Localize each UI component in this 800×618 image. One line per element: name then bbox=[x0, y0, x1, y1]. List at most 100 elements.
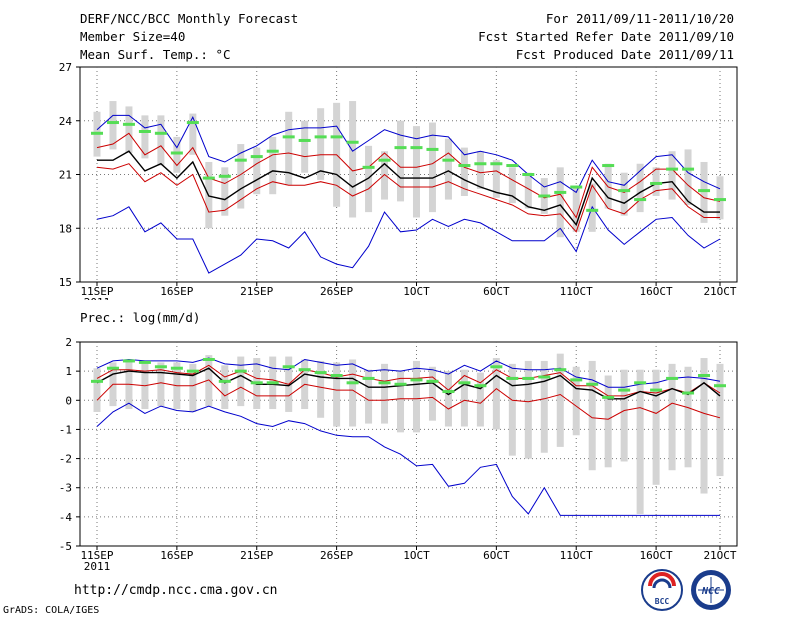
observed-marker bbox=[490, 365, 503, 369]
plot-frame bbox=[79, 341, 738, 547]
x-tick-label: 26SEP bbox=[320, 549, 353, 562]
observed-marker bbox=[378, 158, 391, 162]
bcc-logo: BCC bbox=[641, 569, 683, 611]
spread-bar bbox=[524, 360, 532, 459]
observed-marker bbox=[698, 189, 711, 193]
observed-marker bbox=[682, 391, 695, 395]
y-tick-label: 0 bbox=[65, 394, 72, 407]
observed-marker bbox=[666, 376, 679, 380]
spread-bar bbox=[349, 359, 357, 427]
spread-bar bbox=[317, 108, 325, 180]
x-tick-label: 21SEP bbox=[240, 549, 273, 562]
x-tick-label: 1OCT bbox=[403, 549, 430, 562]
spread-bar bbox=[125, 360, 133, 410]
observed-marker bbox=[666, 167, 679, 171]
series-line-upper bbox=[96, 132, 721, 219]
spread-bar bbox=[524, 172, 532, 209]
x-tick-label: 11OCT bbox=[560, 285, 593, 298]
observed-marker bbox=[506, 164, 519, 168]
spread-bar bbox=[572, 366, 580, 436]
y-tick-label: 2 bbox=[65, 336, 72, 349]
grads-credit: GrADS: COLA/IGES bbox=[3, 605, 100, 616]
variable-label: Mean Surf. Temp.: °C bbox=[80, 47, 231, 62]
observed-marker bbox=[522, 173, 535, 176]
x-tick-label: 11OCT bbox=[560, 549, 593, 562]
observed-marker bbox=[298, 368, 311, 372]
source-url[interactable]: http://cmdp.ncc.cma.gov.cn bbox=[74, 583, 278, 598]
spread-bar bbox=[125, 106, 133, 153]
series-line-min bbox=[96, 205, 721, 274]
spread-bar bbox=[157, 362, 165, 407]
observed-marker bbox=[714, 198, 726, 202]
observed-marker bbox=[634, 198, 647, 202]
observed-marker bbox=[394, 146, 407, 150]
observed-marker bbox=[506, 376, 519, 380]
spread-bar bbox=[588, 360, 596, 471]
spread-bar bbox=[716, 176, 724, 220]
observed-marker bbox=[362, 165, 375, 169]
spread-bar bbox=[476, 372, 484, 427]
y-tick-label: 24 bbox=[59, 115, 73, 128]
observed-marker bbox=[474, 384, 487, 388]
spread-bar bbox=[397, 120, 405, 202]
y-tick-label: -2 bbox=[59, 453, 72, 466]
series-line-upper bbox=[96, 364, 721, 397]
observed-marker bbox=[314, 371, 327, 375]
observed-marker bbox=[650, 388, 663, 392]
observed-marker bbox=[618, 388, 631, 392]
spread-bar bbox=[716, 363, 724, 477]
observed-marker bbox=[538, 375, 551, 379]
observed-marker bbox=[298, 138, 311, 142]
spread-bar bbox=[684, 366, 692, 468]
observed-marker bbox=[362, 376, 375, 380]
spread-bar bbox=[428, 366, 436, 421]
observed-marker bbox=[122, 122, 135, 126]
spread-bar bbox=[492, 160, 500, 198]
forecast-start-date: Fcst Started Refer Date 2011/09/10 bbox=[478, 29, 734, 44]
observed-marker bbox=[218, 379, 231, 383]
spread-bar bbox=[285, 111, 293, 186]
observed-marker bbox=[570, 185, 583, 189]
observed-marker bbox=[202, 357, 215, 361]
observed-marker bbox=[186, 369, 199, 373]
x-tick-label: 16OCT bbox=[640, 285, 673, 298]
spread-bar bbox=[540, 360, 548, 453]
spread-bar bbox=[189, 363, 197, 412]
observed-marker bbox=[202, 176, 215, 180]
spread-bar bbox=[556, 167, 564, 238]
observed-marker bbox=[634, 381, 647, 385]
observed-marker bbox=[170, 366, 183, 370]
spread-bar bbox=[620, 369, 628, 462]
spread-bar bbox=[301, 120, 309, 173]
observed-marker bbox=[554, 368, 567, 372]
forecast-produced-date: Fcst Produced Date 2011/09/11 bbox=[515, 47, 734, 62]
series-line-lower bbox=[96, 163, 720, 233]
observed-marker bbox=[714, 384, 726, 388]
observed-marker bbox=[250, 381, 263, 385]
observed-marker bbox=[282, 365, 295, 369]
spread-bar bbox=[428, 122, 436, 213]
spread-bar bbox=[93, 368, 101, 412]
observed-marker bbox=[330, 135, 343, 139]
observed-marker bbox=[618, 189, 631, 193]
observed-marker bbox=[410, 146, 423, 150]
observed-marker bbox=[346, 140, 359, 144]
observed-marker bbox=[218, 174, 231, 178]
spread-bar bbox=[141, 115, 149, 159]
observed-marker bbox=[474, 162, 487, 166]
spread-bar bbox=[444, 371, 452, 427]
observed-marker bbox=[554, 190, 567, 194]
x-tick-label: 1OCT bbox=[403, 285, 430, 298]
x-tick-label: 21OCT bbox=[703, 285, 736, 298]
observed-marker bbox=[586, 382, 599, 386]
spread-bar bbox=[349, 101, 357, 218]
chart-title: DERF/NCC/BCC Monthly Forecast bbox=[80, 11, 299, 26]
observed-marker bbox=[138, 130, 151, 133]
observed-marker bbox=[602, 164, 615, 168]
observed-marker bbox=[426, 147, 439, 151]
x-tick-label: 6OCT bbox=[483, 549, 510, 562]
observed-marker bbox=[586, 208, 599, 212]
observed-marker bbox=[154, 131, 167, 135]
spread-bar bbox=[620, 172, 628, 216]
spread-bar bbox=[508, 363, 516, 456]
